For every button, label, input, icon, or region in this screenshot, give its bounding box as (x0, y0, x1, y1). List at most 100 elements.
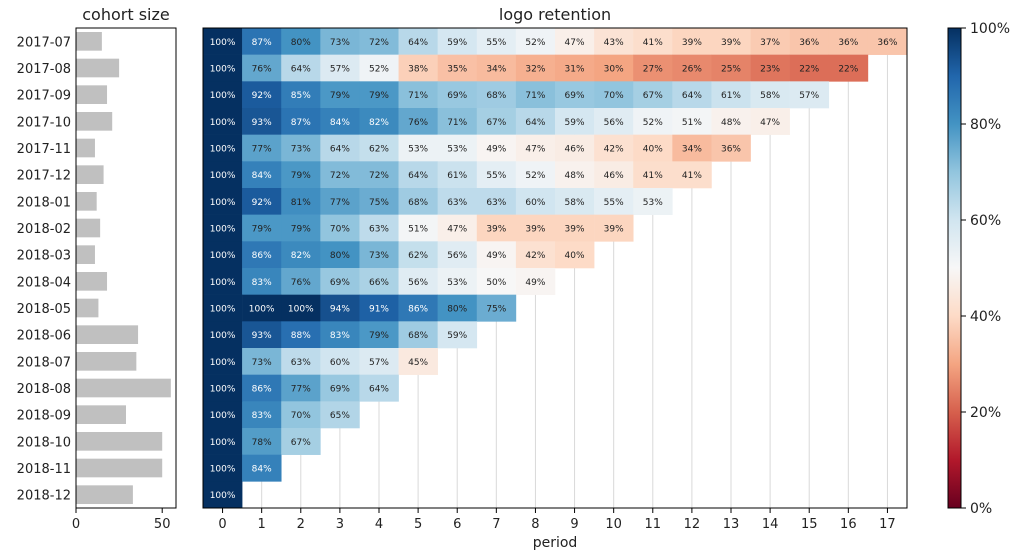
retention-cell-label: 52% (643, 118, 663, 128)
retention-cell-label: 86% (408, 305, 428, 315)
cohort-label: 2017-12 (17, 169, 71, 184)
retention-cell-label: 52% (369, 65, 389, 75)
retention-cell (515, 214, 556, 242)
retention-cell-label: 82% (369, 118, 389, 128)
retention-cell (672, 161, 712, 189)
retention-cell-label: 100% (210, 305, 236, 315)
retention-cell (398, 348, 438, 375)
retention-cell-label: 75% (486, 305, 506, 315)
retention-cell (711, 54, 751, 82)
retention-cell-label: 40% (643, 145, 663, 155)
cohort-bar (76, 405, 126, 424)
cohort-label: 2017-08 (17, 62, 71, 77)
retention-cell-label: 23% (760, 65, 780, 75)
retention-cell-label: 85% (291, 91, 311, 101)
retention-x-axis-label: period (533, 535, 578, 551)
retention-cell (242, 294, 282, 322)
retention-cell (359, 188, 399, 215)
retention-cell-label: 36% (877, 38, 897, 48)
retention-cell-label: 70% (604, 91, 624, 101)
retention-cell (398, 28, 438, 55)
retention-cell (203, 81, 243, 109)
retention-cell (320, 374, 360, 402)
cohort-bars (76, 32, 171, 504)
retention-cell (359, 134, 399, 162)
retention-cell-label: 42% (604, 145, 624, 155)
colorbar-tick-label: 20% (970, 405, 1001, 421)
retention-cell (828, 28, 869, 55)
retention-cell (398, 188, 438, 215)
cohort-bar (76, 352, 137, 371)
retention-cell (320, 241, 360, 269)
retention-cell-label: 46% (604, 171, 624, 181)
retention-cell-label: 61% (447, 171, 467, 181)
retention-cell (320, 81, 360, 109)
cohort-plot-frame (75, 27, 177, 509)
retention-cell-label: 67% (291, 438, 311, 448)
cohort-bar (76, 325, 139, 344)
retention-cell-label: 100% (210, 358, 236, 368)
retention-cell (242, 454, 282, 482)
cohort-label: 2017-11 (17, 142, 71, 157)
retention-x-tick-label: 14 (762, 517, 779, 532)
retention-cell-label: 38% (408, 65, 428, 75)
retention-cell-label: 88% (291, 331, 311, 341)
retention-cell-label: 100% (210, 465, 236, 475)
retention-cell-label: 41% (643, 171, 663, 181)
cohort-size-panel: cohort size 2017-07 2017-08 2017-09 2017-10… (17, 5, 177, 532)
colorbar: 0% 20% 40% 60% 80% 100% (947, 21, 1010, 517)
retention-cell (203, 268, 243, 295)
colorbar-tick-label: 60% (970, 213, 1001, 229)
retention-cell-label: 68% (408, 198, 428, 208)
retention-cell-label: 58% (565, 198, 585, 208)
retention-cell-label: 51% (682, 118, 702, 128)
retention-cell-label: 39% (565, 225, 585, 235)
cohort-label: 2018-12 (17, 489, 71, 504)
retention-cell (242, 428, 282, 455)
retention-cell-label: 64% (408, 38, 428, 48)
cohort-label: 2017-07 (17, 35, 71, 50)
retention-cell (203, 161, 243, 189)
retention-cell (515, 268, 556, 295)
retention-cell-label: 100% (210, 38, 236, 48)
retention-cell (633, 161, 673, 189)
retention-title: logo retention (499, 5, 611, 24)
retention-cell (359, 81, 399, 109)
cohort-y-labels: 2017-07 2017-08 2017-09 2017-10 2017-11 2017-… (17, 35, 71, 503)
retention-cell-label: 45% (408, 358, 428, 368)
retention-cell-label: 69% (565, 91, 585, 101)
retention-cell-label: 94% (330, 305, 350, 315)
retention-cell-label: 79% (369, 91, 389, 101)
retention-cell-label: 62% (408, 251, 428, 261)
retention-cell (672, 134, 712, 162)
retention-cell (281, 268, 321, 295)
retention-cell-label: 51% (408, 225, 428, 235)
retention-cell (242, 28, 282, 55)
retention-cell (359, 28, 399, 55)
retention-cell (437, 161, 478, 189)
retention-cell (750, 28, 790, 55)
retention-cell-label: 53% (408, 145, 428, 155)
retention-cell-label: 70% (291, 411, 311, 421)
retention-cell-label: 71% (447, 118, 467, 128)
retention-cell-label: 72% (369, 171, 389, 181)
retention-cell (437, 268, 478, 295)
retention-cell-label: 71% (408, 91, 428, 101)
retention-cell-label: 100% (210, 198, 236, 208)
retention-cell-label: 79% (291, 171, 311, 181)
retention-cell (515, 134, 556, 162)
retention-cell (242, 241, 282, 269)
retention-cell-label: 60% (525, 198, 545, 208)
retention-cell-label: 100% (210, 171, 236, 181)
retention-cell-label: 67% (643, 91, 663, 101)
retention-cell-label: 79% (252, 225, 272, 235)
retention-cell-label: 100% (210, 385, 236, 395)
retention-cell (203, 188, 243, 215)
retention-cell-label: 39% (525, 225, 545, 235)
retention-cell (203, 374, 243, 402)
retention-cell-label: 58% (760, 91, 780, 101)
retention-cell (555, 134, 595, 162)
retention-cell (203, 481, 243, 509)
retention-cell-label: 87% (291, 118, 311, 128)
retention-cell-label: 47% (760, 118, 780, 128)
